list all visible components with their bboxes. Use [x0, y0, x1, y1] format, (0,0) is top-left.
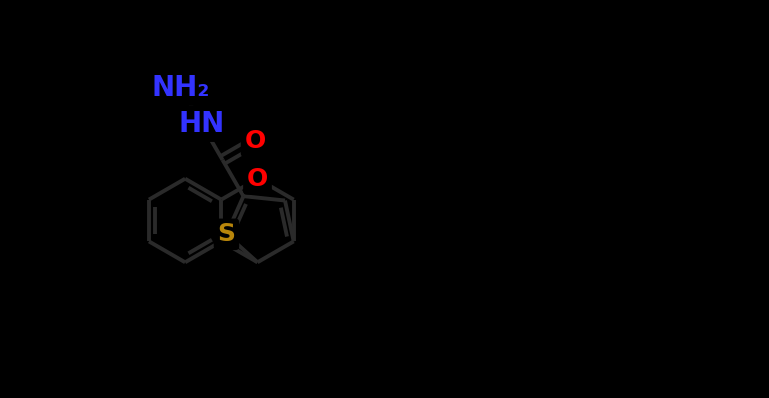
- Text: O: O: [245, 129, 266, 153]
- Text: HN: HN: [178, 110, 225, 138]
- Text: NH₂: NH₂: [151, 74, 210, 101]
- Text: S: S: [218, 222, 235, 246]
- Text: O: O: [247, 167, 268, 191]
